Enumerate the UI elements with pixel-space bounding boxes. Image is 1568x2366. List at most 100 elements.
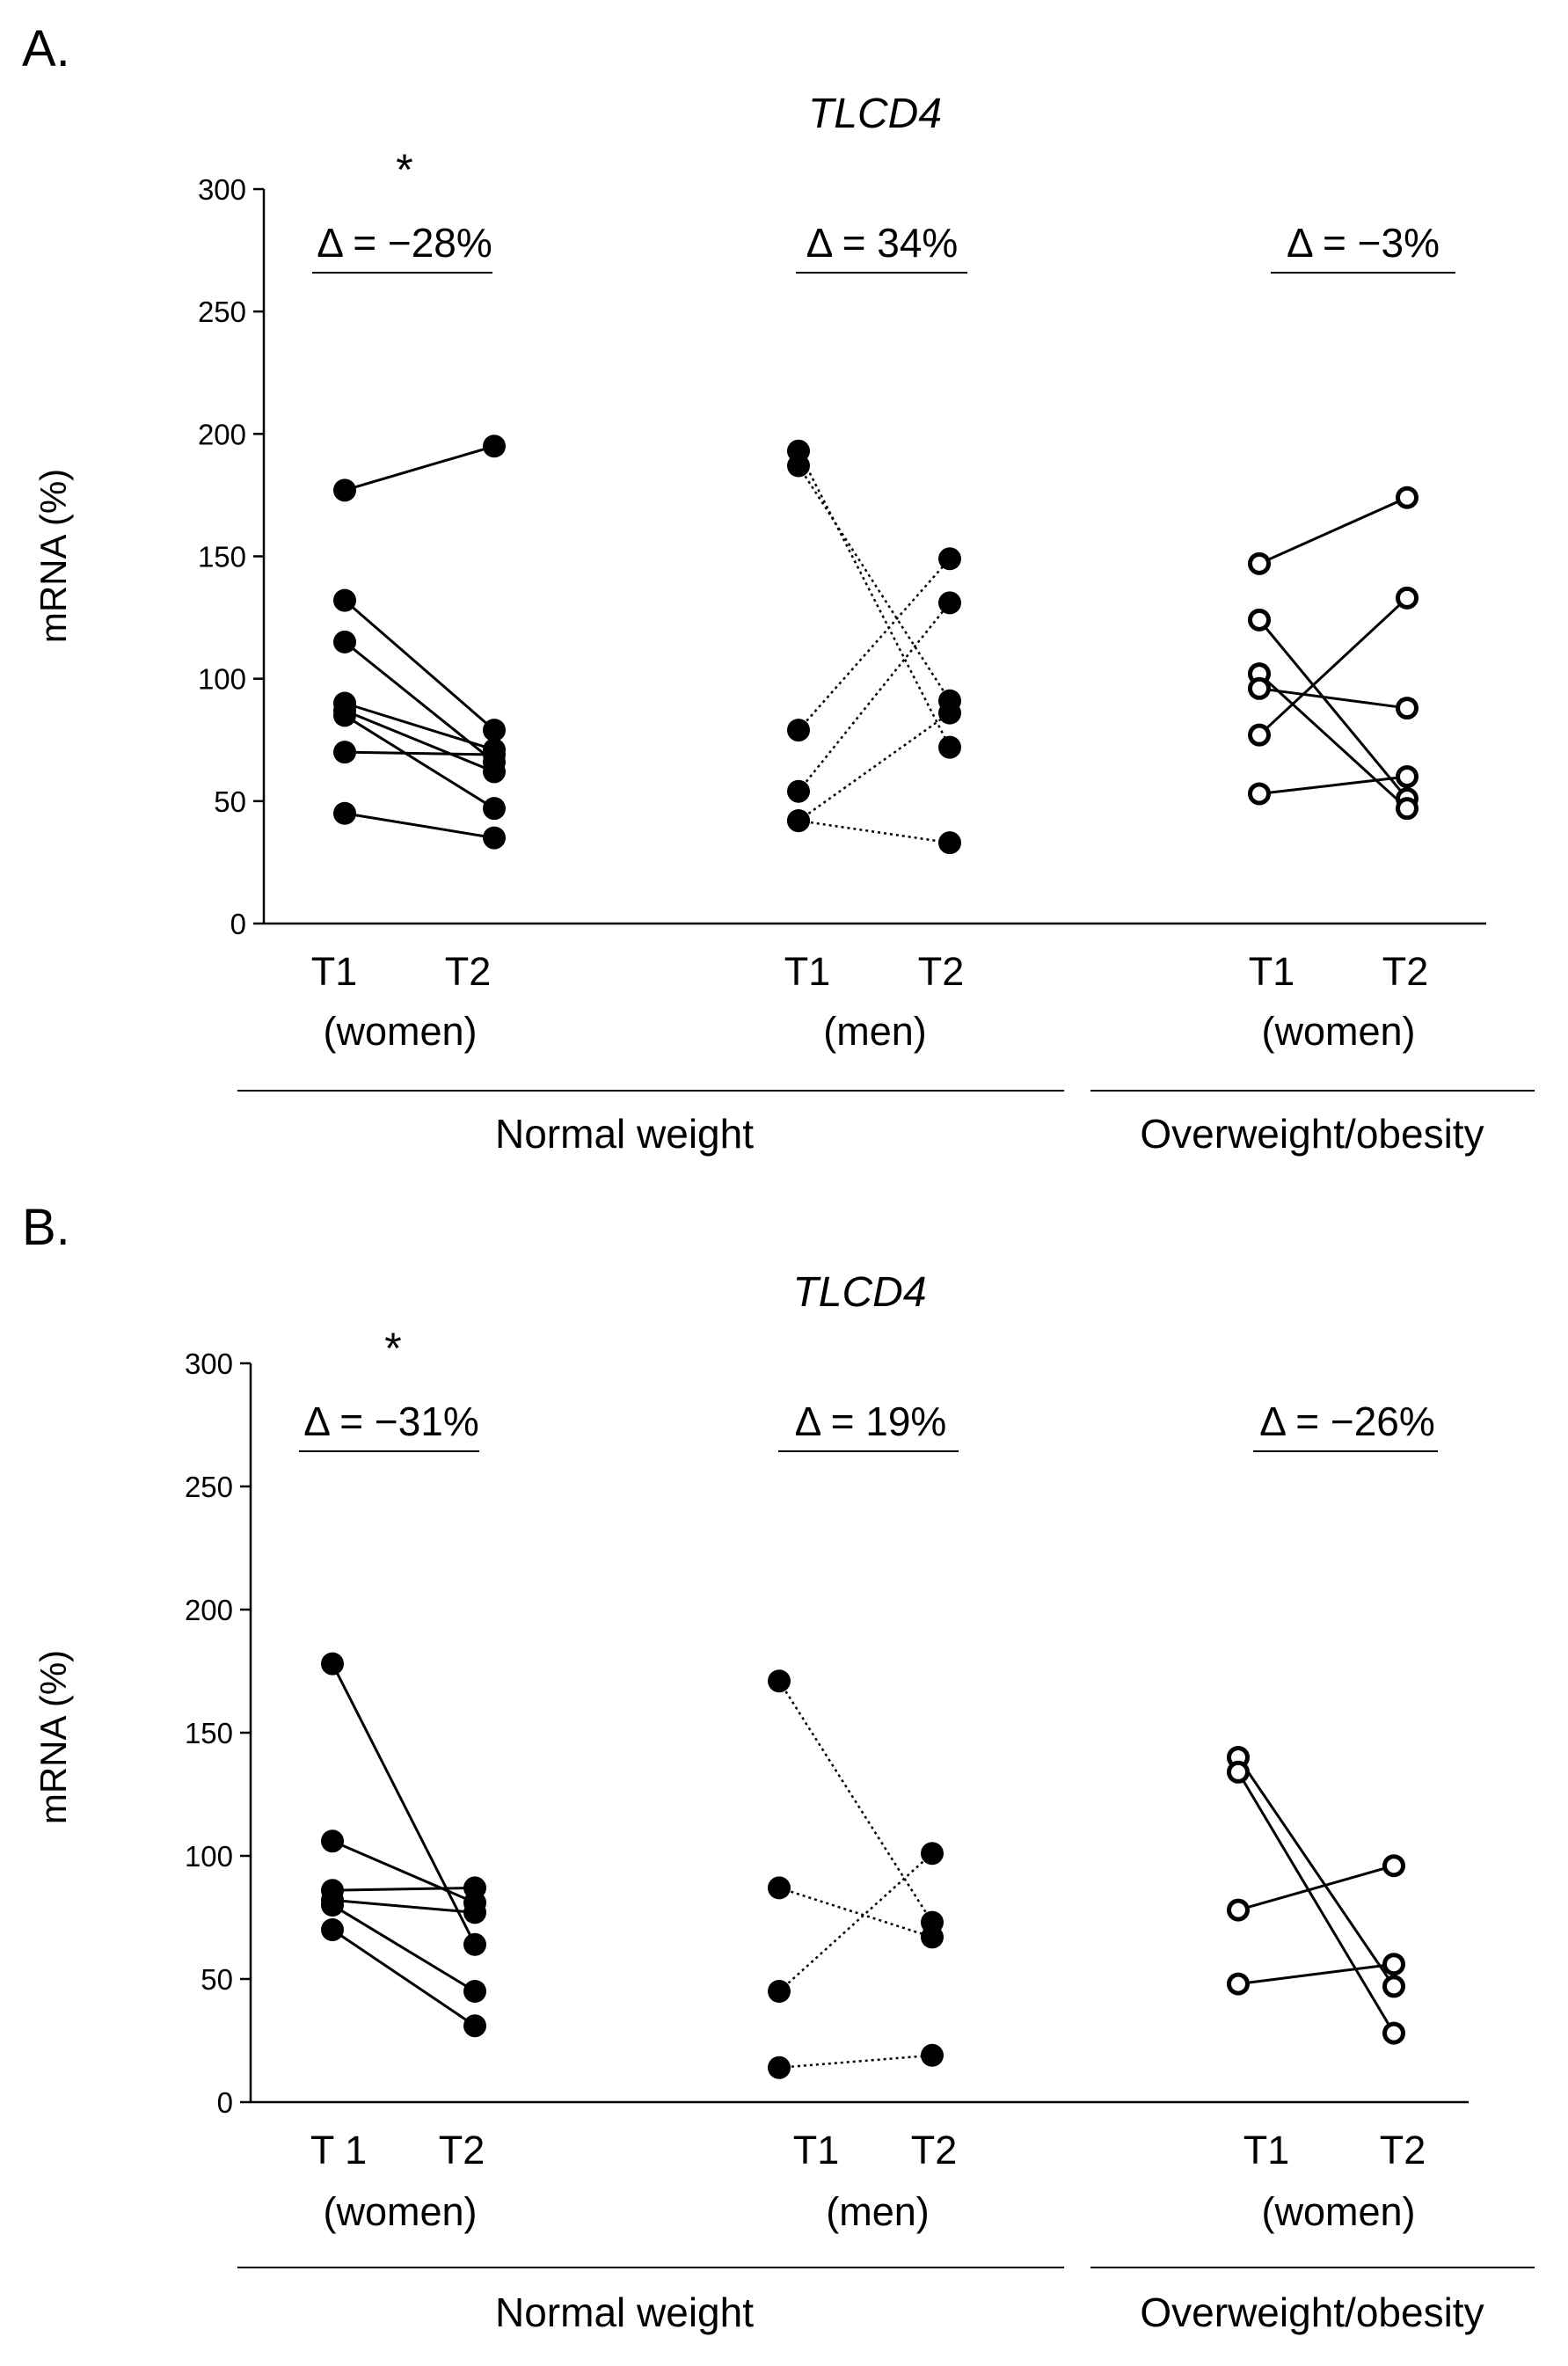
data-point-t1 (333, 741, 356, 764)
data-point-t1 (787, 809, 810, 833)
sex-label: (women) (323, 2189, 477, 2234)
data-point-t1 (321, 1652, 344, 1676)
paired-line (1258, 596, 1409, 736)
timepoint-label-t2: T2 (1380, 2128, 1426, 2172)
group-1: Δ = 19% T1 T2 (men) (768, 1398, 959, 2234)
paired-line (1237, 1962, 1395, 1986)
paired-line (332, 1928, 476, 2027)
y-tick-label: 50 (214, 785, 246, 818)
data-point-t1 (768, 1669, 791, 1693)
category-label: Normal weight (495, 2289, 754, 2335)
significance-marker: * (396, 145, 412, 194)
sex-label: (women) (1261, 2189, 1415, 2234)
timepoint-label-t1: T1 (1249, 949, 1295, 994)
timepoint-label-t2: T2 (445, 949, 492, 994)
data-point-t1 (787, 719, 810, 742)
timepoint-label-t1: T1 (1243, 2128, 1290, 2172)
data-point-t1 (321, 1894, 344, 1917)
sex-label: (women) (1261, 1009, 1415, 1054)
y-tick-label: 200 (185, 1594, 233, 1626)
paired-line (1258, 672, 1409, 810)
data-point-t1 (1248, 551, 1271, 575)
y-tick-label: 150 (185, 1717, 233, 1749)
paired-line (778, 1852, 933, 1992)
data-point-t1 (321, 1918, 344, 1941)
category-label: Overweight/obesity (1140, 2289, 1484, 2335)
y-tick-label: 300 (198, 173, 246, 206)
delta-label: Δ = −28% (317, 220, 492, 266)
data-point-t2 (938, 701, 961, 725)
data-point-t1 (768, 1876, 791, 1900)
data-point-t2 (1396, 797, 1418, 821)
delta-label: Δ = 34% (806, 220, 959, 266)
data-point-t1 (333, 588, 356, 612)
timepoint-label-t1: T 1 (310, 2128, 367, 2172)
paired-line (777, 1680, 934, 1924)
paired-line (344, 714, 495, 810)
group-1: Δ = 34% T1 T2 (men) (784, 220, 967, 1054)
paired-line (798, 819, 951, 844)
data-point-t1 (1227, 1972, 1250, 1996)
paired-line (778, 1887, 933, 1939)
paired-line (798, 558, 951, 731)
y-tick-label: 250 (198, 296, 246, 328)
data-point-t2 (463, 1876, 486, 1900)
data-point-t1 (1248, 676, 1271, 700)
data-point-t2 (938, 591, 961, 615)
data-point-t2 (1396, 765, 1418, 788)
data-point-t2 (1396, 586, 1418, 610)
data-point-t1 (768, 1980, 791, 2003)
paired-line (1258, 618, 1409, 800)
group-0: Δ = −28% * T1 T2 (women) (311, 145, 506, 1054)
data-point-t2 (463, 1932, 486, 1956)
paired-line (1236, 1756, 1396, 1988)
data-point-t2 (463, 1901, 486, 1924)
paired-line (344, 444, 495, 492)
paired-line (798, 602, 951, 792)
y-axis-label: mRNA (%) (33, 1650, 74, 1824)
chart-title: TLCD4 (792, 1269, 926, 1316)
group-0: Δ = −31% * T 1 T2 (women) (299, 1324, 486, 2234)
y-tick-label: 100 (198, 663, 246, 696)
panel-label: A. (22, 20, 70, 77)
y-tick-label: 50 (201, 1963, 233, 1996)
y-tick-label: 0 (217, 2086, 233, 2119)
paired-line (1258, 496, 1408, 566)
data-point-t2 (1396, 697, 1418, 720)
paired-line (1258, 687, 1408, 710)
paired-line (1237, 1864, 1395, 1912)
data-point-t1 (321, 1829, 344, 1853)
y-tick-label: 0 (230, 908, 246, 940)
paired-line (798, 712, 951, 822)
data-point-t2 (1382, 1975, 1405, 1998)
data-point-t2 (483, 826, 506, 850)
data-point-t1 (1248, 608, 1271, 632)
data-point-t2 (938, 831, 961, 855)
data-point-t2 (463, 1980, 486, 2003)
paired-line (332, 1903, 476, 1993)
paired-line (344, 702, 495, 751)
data-point-t2 (483, 760, 506, 784)
data-point-t2 (921, 1925, 944, 1949)
group-2: Δ = −3% T1 T2 (women) (1248, 220, 1455, 1054)
paired-line (344, 812, 495, 840)
data-point-t1 (1227, 1898, 1250, 1922)
significance-marker: * (384, 1324, 401, 1373)
data-point-t1 (333, 478, 356, 502)
delta-label: Δ = 19% (795, 1398, 947, 1444)
data-point-t1 (333, 801, 356, 825)
panel-a: A. TLCD4 0 50 100 150 200 250 300 mRNA (%) Δ = −28… (22, 20, 1535, 1157)
data-point-t1 (1248, 782, 1271, 806)
timepoint-label-t2: T2 (439, 2128, 485, 2172)
timepoint-label-t2: T2 (911, 2128, 958, 2172)
data-point-t2 (938, 547, 961, 571)
paired-line (797, 464, 952, 702)
y-tick-label: 300 (185, 1347, 233, 1380)
timepoint-label-t1: T1 (784, 949, 831, 994)
y-tick-label: 150 (198, 541, 246, 573)
data-point-t2 (921, 1842, 944, 1866)
delta-label: Δ = −26% (1259, 1398, 1435, 1444)
timepoint-label-t1: T1 (311, 949, 358, 994)
timepoint-label-t2: T2 (918, 949, 965, 994)
